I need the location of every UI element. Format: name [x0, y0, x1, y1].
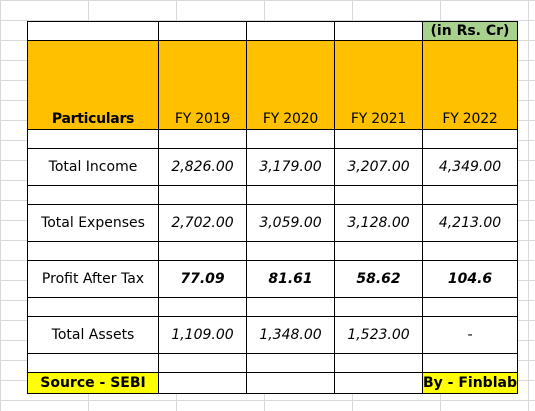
value-cell[interactable]: 4,349.00	[422, 148, 518, 186]
cell-empty[interactable]	[246, 185, 335, 205]
header-row: Particulars FY 2019 FY 2020 FY 2021 FY 2…	[27, 40, 518, 130]
source-cell[interactable]: Source - SEBI	[27, 372, 159, 394]
value-cell[interactable]: 77.09	[158, 260, 247, 298]
cell-empty[interactable]	[334, 297, 423, 317]
cell-empty[interactable]	[158, 129, 247, 149]
cell-empty[interactable]	[422, 297, 518, 317]
table-row-total-assets: Total Assets 1,109.00 1,348.00 1,523.00 …	[27, 316, 518, 354]
row-label[interactable]: Total Assets	[27, 316, 159, 354]
cell-empty[interactable]	[246, 241, 335, 261]
table-row-profit-after-tax: Profit After Tax 77.09 81.61 58.62 104.6	[27, 260, 518, 298]
row-label[interactable]: Total Expenses	[27, 204, 159, 242]
cell-empty[interactable]	[246, 129, 335, 149]
header-year-2019[interactable]: FY 2019	[158, 40, 247, 130]
value-cell[interactable]: 2,826.00	[158, 148, 247, 186]
cell-empty[interactable]	[422, 129, 518, 149]
table-row-total-expenses: Total Expenses 2,702.00 3,059.00 3,128.0…	[27, 204, 518, 242]
spacer-row	[27, 129, 518, 149]
cell-empty[interactable]	[246, 353, 335, 373]
value-cell[interactable]: 81.61	[246, 260, 335, 298]
cell-empty[interactable]	[422, 241, 518, 261]
value-cell[interactable]: 58.62	[334, 260, 423, 298]
header-particulars[interactable]: Particulars	[27, 40, 159, 130]
value-cell[interactable]: 3,207.00	[334, 148, 423, 186]
cell-empty[interactable]	[27, 241, 159, 261]
header-year-2021[interactable]: FY 2021	[334, 40, 423, 130]
cell-empty[interactable]	[334, 185, 423, 205]
value-cell[interactable]: 4,213.00	[422, 204, 518, 242]
table-row-total-income: Total Income 2,826.00 3,179.00 3,207.00 …	[27, 148, 518, 186]
value-cell[interactable]: 3,179.00	[246, 148, 335, 186]
value-cell[interactable]: 1,109.00	[158, 316, 247, 354]
value-cell[interactable]: 104.6	[422, 260, 518, 298]
row-label[interactable]: Total Income	[27, 148, 159, 186]
value-cell[interactable]: -	[422, 316, 518, 354]
cell-empty[interactable]	[27, 185, 159, 205]
cell-empty[interactable]	[158, 372, 247, 394]
spacer-row	[27, 353, 518, 373]
cell-empty[interactable]	[246, 372, 335, 394]
cell-empty[interactable]	[334, 129, 423, 149]
cell-empty[interactable]	[334, 21, 423, 41]
footer-row: Source - SEBI By - Finblab	[27, 372, 518, 394]
cell-empty[interactable]	[334, 241, 423, 261]
unit-note-row: (in Rs. Cr)	[27, 21, 518, 41]
cell-empty[interactable]	[27, 353, 159, 373]
header-year-2022[interactable]: FY 2022	[422, 40, 518, 130]
cell-empty[interactable]	[27, 297, 159, 317]
cell-empty[interactable]	[246, 21, 335, 41]
credit-cell[interactable]: By - Finblab	[422, 372, 518, 394]
value-cell[interactable]: 3,128.00	[334, 204, 423, 242]
cell-empty[interactable]	[334, 353, 423, 373]
value-cell[interactable]: 1,523.00	[334, 316, 423, 354]
unit-note-cell[interactable]: (in Rs. Cr)	[422, 21, 518, 41]
cell-empty[interactable]	[334, 372, 423, 394]
cell-empty[interactable]	[27, 21, 159, 41]
cell-empty[interactable]	[158, 353, 247, 373]
cell-empty[interactable]	[158, 241, 247, 261]
value-cell[interactable]: 1,348.00	[246, 316, 335, 354]
cell-empty[interactable]	[422, 185, 518, 205]
row-label[interactable]: Profit After Tax	[27, 260, 159, 298]
spacer-row	[27, 297, 518, 317]
cell-empty[interactable]	[158, 297, 247, 317]
spacer-row	[27, 185, 518, 205]
cell-empty[interactable]	[27, 129, 159, 149]
financial-summary-table: (in Rs. Cr) Particulars FY 2019 FY 2020 …	[27, 21, 518, 394]
cell-empty[interactable]	[422, 353, 518, 373]
header-year-2020[interactable]: FY 2020	[246, 40, 335, 130]
spacer-row	[27, 241, 518, 261]
cell-empty[interactable]	[246, 297, 335, 317]
cell-empty[interactable]	[158, 185, 247, 205]
cell-empty[interactable]	[158, 21, 247, 41]
value-cell[interactable]: 2,702.00	[158, 204, 247, 242]
value-cell[interactable]: 3,059.00	[246, 204, 335, 242]
